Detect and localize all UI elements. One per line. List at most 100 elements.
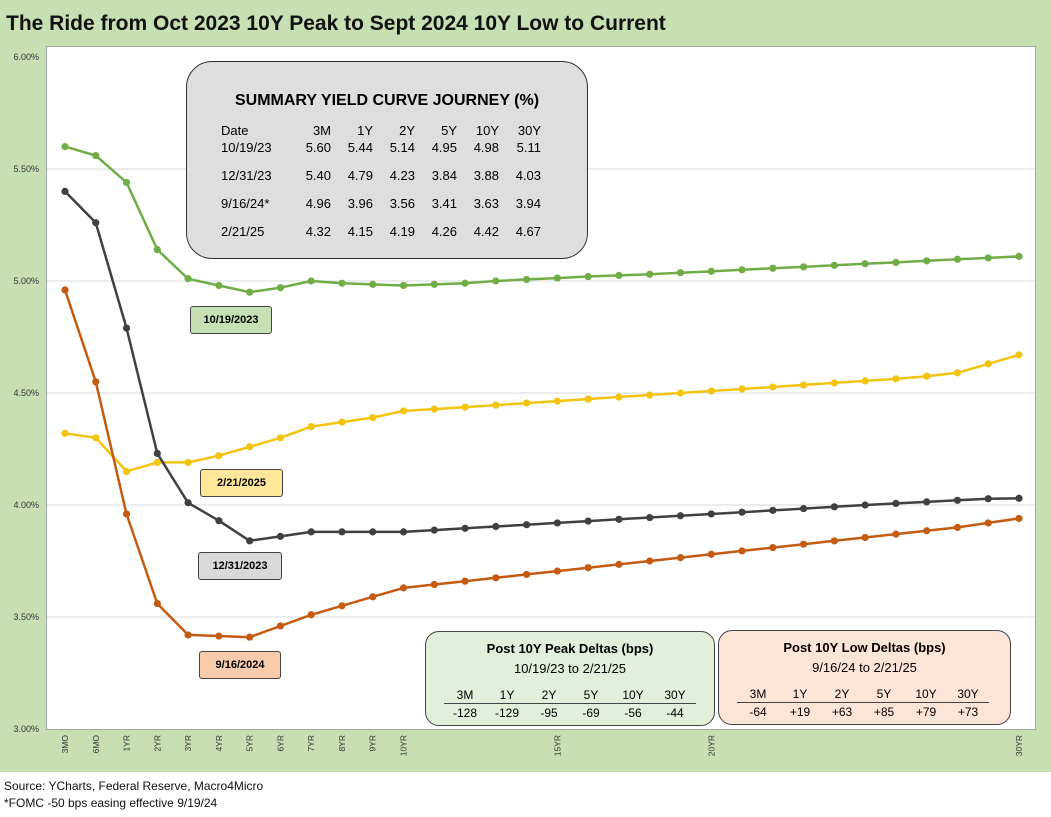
- summary-row: 2/21/25 4.32 4.15 4.19 4.26 4.42 4.67: [221, 222, 541, 250]
- delta-value: -69: [582, 706, 600, 720]
- data-point-oct2023: [276, 284, 285, 292]
- data-point-feb2025: [769, 383, 777, 391]
- delta-header: 10Y: [612, 687, 654, 704]
- data-point-dec2023: [492, 522, 500, 531]
- data-point-sep2024: [1015, 514, 1023, 523]
- data-point-feb2025: [984, 360, 992, 368]
- delta-header: 3M: [444, 687, 486, 704]
- data-point-dec2023: [1015, 494, 1023, 502]
- summary-header: 5Y: [441, 123, 457, 138]
- summary-cell: 3.94: [515, 196, 541, 211]
- x-tick-label: 3MO: [60, 735, 70, 754]
- data-point-dec2023: [399, 528, 408, 536]
- data-point-sep2024: [184, 631, 192, 639]
- data-point-sep2024: [369, 593, 377, 601]
- summary-cell: 4.23: [389, 168, 415, 183]
- data-point-dec2023: [461, 524, 469, 532]
- series-label-sep2024: 9/16/2024: [199, 651, 281, 679]
- data-point-feb2025: [523, 399, 531, 407]
- x-tick-label: 2YR: [152, 735, 162, 752]
- data-point-feb2025: [276, 434, 285, 442]
- data-point-dec2023: [707, 510, 715, 518]
- y-tick-label: 4.50%: [13, 388, 39, 398]
- data-point-oct2023: [92, 151, 100, 160]
- data-point-dec2023: [122, 324, 131, 332]
- data-point-dec2023: [615, 515, 623, 523]
- data-point-dec2023: [215, 517, 223, 525]
- data-point-oct2023: [461, 279, 469, 287]
- summary-header: 10Y: [475, 123, 499, 138]
- data-point-sep2024: [676, 554, 685, 562]
- x-tick-label: 3YR: [183, 735, 193, 752]
- y-tick-label: 6.00%: [13, 52, 39, 62]
- summary-cell: 3.96: [347, 196, 373, 211]
- data-point-feb2025: [184, 458, 192, 467]
- data-point-feb2025: [615, 393, 623, 401]
- delta-value: -56: [624, 706, 642, 720]
- delta-value: +63: [831, 705, 853, 719]
- y-tick-label: 3.50%: [13, 612, 39, 622]
- data-point-dec2023: [246, 537, 254, 545]
- delta-header: 2Y: [821, 686, 863, 703]
- yield-curve-chart: 3.00% 3.50% 4.00% 4.50% 5.00% 5.50% 6.00% 3MO 6M…: [13, 52, 1035, 756]
- summary-cell: 5.44: [347, 140, 373, 155]
- footnote: *FOMC -50 bps easing effective 9/19/24: [4, 796, 218, 810]
- delta-header: 1Y: [486, 687, 528, 704]
- data-point-sep2024: [246, 633, 254, 641]
- low-deltas-box: Post 10Y Low Deltas (bps) 9/16/24 to 2/2…: [718, 630, 1011, 725]
- summary-header: 2Y: [399, 123, 415, 138]
- summary-row: 10/19/23 5.60 5.44 5.14 4.95 4.98 5.11: [221, 138, 541, 166]
- data-point-sep2024: [769, 543, 777, 552]
- data-point-oct2023: [153, 246, 161, 254]
- delta-header: 1Y: [779, 686, 821, 703]
- data-point-dec2023: [738, 508, 746, 516]
- data-point-sep2024: [984, 519, 992, 527]
- low-deltas-subtitle: 9/16/24 to 2/21/25: [812, 660, 917, 675]
- summary-cell: 4.15: [347, 224, 373, 239]
- summary-header: 3M: [312, 123, 331, 138]
- data-point-oct2023: [122, 178, 131, 187]
- peak-deltas-title: Post 10Y Peak Deltas (bps): [486, 641, 654, 656]
- data-point-sep2024: [92, 378, 100, 386]
- data-point-oct2023: [1015, 252, 1023, 260]
- summary-header: 1Y: [357, 123, 373, 138]
- summary-title: SUMMARY YIELD CURVE JOURNEY (%): [234, 92, 540, 109]
- data-point-oct2023: [707, 267, 715, 275]
- data-point-feb2025: [676, 389, 685, 397]
- data-point-feb2025: [122, 467, 131, 475]
- data-point-feb2025: [953, 369, 962, 377]
- summary-cell: 5.40: [305, 168, 331, 183]
- peak-deltas-subtitle: 10/19/23 to 2/21/25: [513, 661, 627, 676]
- series-line-dec2023: [64, 190, 1020, 543]
- chart-title: The Ride from Oct 2023 10Y Peak to Sept …: [6, 12, 666, 35]
- x-tick-label: 6MO: [91, 735, 101, 754]
- data-point-oct2023: [307, 277, 315, 285]
- summary-cell: 5.11: [516, 140, 541, 155]
- x-tick-label: 9YR: [368, 735, 378, 752]
- delta-header: 2Y: [528, 687, 570, 704]
- x-tick-label: 20YR: [706, 735, 716, 756]
- data-point-feb2025: [153, 458, 161, 467]
- summary-header: 30Y: [517, 123, 541, 138]
- data-point-dec2023: [923, 498, 931, 506]
- data-point-feb2025: [61, 429, 69, 437]
- x-tick-label: 5YR: [245, 735, 255, 752]
- data-point-dec2023: [892, 499, 900, 508]
- data-point-oct2023: [892, 258, 900, 267]
- data-point-dec2023: [953, 496, 962, 504]
- delta-value: -64: [749, 705, 767, 719]
- data-point-oct2023: [861, 260, 869, 268]
- peak-deltas-table: 3M 1Y 2Y 5Y 10Y 30Y -128 -129 -95 -69 -5…: [444, 687, 696, 722]
- data-point-sep2024: [553, 567, 561, 575]
- data-point-dec2023: [369, 528, 377, 536]
- data-point-feb2025: [461, 403, 469, 411]
- data-point-oct2023: [830, 261, 838, 269]
- data-point-sep2024: [492, 574, 500, 582]
- data-point-oct2023: [184, 275, 192, 283]
- x-tick-label: 6YR: [275, 735, 285, 752]
- y-tick-label: 5.00%: [13, 276, 39, 286]
- data-point-oct2023: [584, 272, 592, 281]
- y-tick-label: 4.00%: [13, 500, 39, 510]
- summary-cell: 4.32: [305, 224, 331, 239]
- data-point-sep2024: [615, 560, 623, 568]
